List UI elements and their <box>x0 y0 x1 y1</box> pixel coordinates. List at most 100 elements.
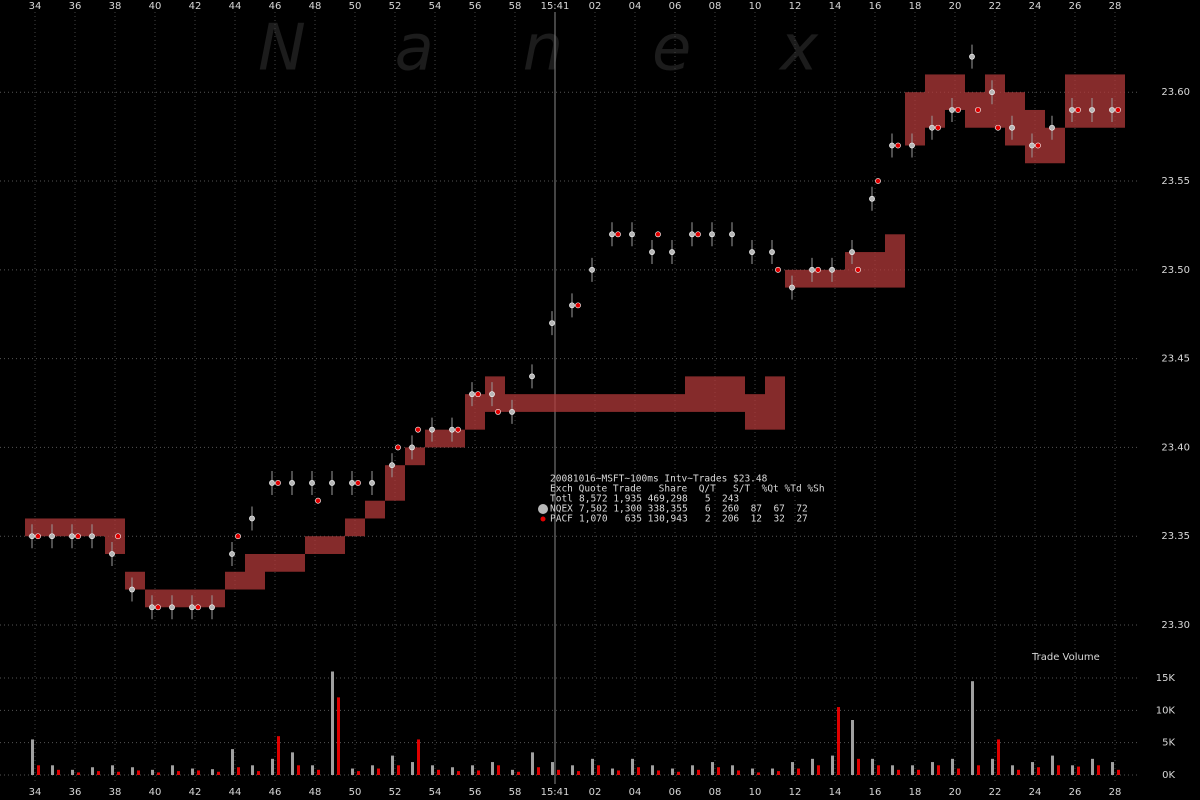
trade-point <box>395 444 401 451</box>
volume-bar <box>671 768 674 775</box>
volume-bar <box>971 681 974 775</box>
trade-point <box>89 533 95 540</box>
trade-point <box>729 231 735 238</box>
trade-point <box>1029 142 1035 149</box>
volume-bar <box>357 771 360 775</box>
x-tick-label: 50 <box>349 787 362 798</box>
volume-bar <box>797 768 800 775</box>
x-tick-label: 50 <box>349 1 362 12</box>
trade-point <box>355 480 361 486</box>
x-tick-label: 08 <box>709 1 722 12</box>
quote-band <box>1005 92 1025 146</box>
quote-band <box>265 553 285 572</box>
quote-band <box>945 74 965 110</box>
quote-band <box>965 92 985 128</box>
volume-bar <box>1057 765 1060 775</box>
trade-point <box>1075 107 1081 113</box>
volume-bar <box>991 758 994 775</box>
volume-bar <box>477 770 480 775</box>
trade-point <box>809 266 815 273</box>
volume-bar <box>937 765 940 775</box>
trade-point <box>229 551 235 557</box>
trade-point <box>969 53 975 60</box>
x-tick-label: 18 <box>909 787 922 798</box>
quote-band <box>365 500 385 519</box>
quote-band <box>725 376 745 412</box>
volume-bar <box>211 769 214 775</box>
trade-point <box>129 586 135 593</box>
quote-band <box>125 571 145 590</box>
volume-bar <box>471 765 474 775</box>
x-tick-label: 28 <box>1109 787 1122 798</box>
quote-band <box>665 394 685 412</box>
x-tick-label: 10 <box>749 1 762 12</box>
trade-point <box>895 142 901 149</box>
y-tick-label: 23.30 <box>1161 620 1190 631</box>
trade-point <box>449 426 455 433</box>
volume-bar <box>617 770 620 775</box>
quote-band <box>1045 127 1065 164</box>
volume-bar <box>917 769 920 775</box>
volume-bar <box>397 765 400 775</box>
volume-bar <box>71 769 74 775</box>
legend-stats: 1,070 635 130,943 2 206 12 32 27 <box>579 514 808 525</box>
quote-band <box>185 589 205 608</box>
trade-point <box>1049 124 1055 131</box>
trade-point <box>189 604 195 611</box>
trade-point <box>615 231 621 238</box>
volume-bar <box>857 758 860 775</box>
legend-label: Totl <box>550 494 573 505</box>
trade-point <box>269 480 275 486</box>
volume-bar <box>1077 766 1080 775</box>
volume-bar <box>451 767 454 775</box>
volume-bar <box>431 765 434 775</box>
quote-band <box>565 394 585 412</box>
trade-point <box>909 142 915 149</box>
volume-bar <box>557 769 560 775</box>
volume-bar <box>1111 762 1114 775</box>
quote-band <box>925 74 945 128</box>
x-tick-label: 14 <box>829 1 842 12</box>
trade-point <box>35 533 41 540</box>
trade-point <box>155 604 161 611</box>
quote-band <box>225 571 245 590</box>
quote-band <box>45 518 65 537</box>
volume-bar <box>757 772 760 775</box>
trade-point <box>655 231 661 238</box>
trade-point <box>169 604 175 611</box>
trade-point <box>349 480 355 486</box>
volume-bar <box>1097 765 1100 775</box>
x-tick-label: 02 <box>589 787 602 798</box>
legend-marker <box>538 504 548 514</box>
trade-point <box>455 426 461 433</box>
x-tick-label: 56 <box>469 1 482 12</box>
quote-band <box>105 518 125 554</box>
y-tick-label: 5K <box>1162 738 1175 749</box>
watermark: N a n e x <box>258 12 819 86</box>
x-tick-label: 22 <box>989 1 1002 12</box>
trade-point <box>689 231 695 238</box>
quote-band <box>525 394 545 412</box>
trade-point <box>49 533 55 540</box>
y-tick-label: 15K <box>1156 673 1176 684</box>
volume-bar <box>1037 767 1040 775</box>
quote-band <box>325 536 345 554</box>
quote-band <box>865 252 885 288</box>
quote-band <box>1085 74 1105 128</box>
legend-label: PACF <box>550 514 573 525</box>
volume-bar <box>151 769 154 775</box>
volume-bar <box>351 768 354 775</box>
volume-bar <box>177 771 180 775</box>
x-tick-label: 06 <box>669 787 682 798</box>
volume-bar <box>251 765 254 775</box>
trade-point <box>1009 124 1015 131</box>
volume-bar <box>1071 765 1074 775</box>
quote-band <box>485 376 505 412</box>
volume-bar <box>551 762 554 775</box>
quote-band <box>545 394 565 412</box>
volume-bar <box>311 765 314 775</box>
x-tick-label: 42 <box>189 787 202 798</box>
quote-band <box>765 376 785 430</box>
volume-bar <box>157 772 160 775</box>
